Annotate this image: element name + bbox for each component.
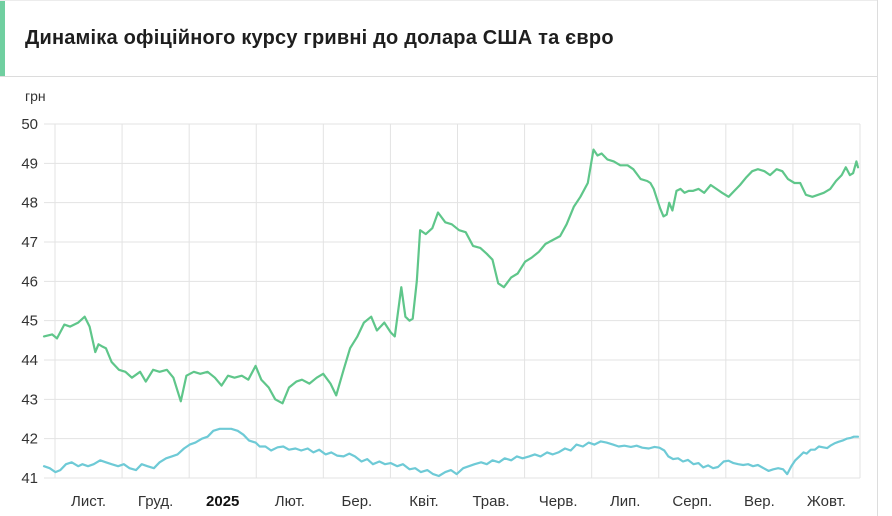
svg-text:Трав.: Трав. [472, 493, 509, 510]
svg-text:44: 44 [21, 352, 38, 369]
title-accent-bar [0, 1, 5, 76]
svg-text:48: 48 [21, 195, 38, 212]
svg-text:45: 45 [21, 313, 38, 330]
svg-text:2025: 2025 [206, 493, 239, 510]
chart-canvas[interactable]: 50 49 48 47 46 45 44 43 42 41 Лист. Груд. 2025 Лют. Бе… [0, 86, 892, 516]
svg-text:42: 42 [21, 431, 38, 448]
chart-gridlines [44, 123, 861, 479]
svg-text:Жовт.: Жовт. [807, 493, 846, 510]
svg-text:Груд.: Груд. [138, 493, 173, 510]
svg-text:Лист.: Лист. [71, 493, 106, 510]
svg-text:Лют.: Лют. [275, 493, 305, 510]
chart-title-card: Динаміка офіційного курсу гривні до дола… [0, 0, 877, 77]
svg-text:49: 49 [21, 155, 38, 172]
y-axis-unit-label: грн [25, 88, 46, 104]
page-title: Динаміка офіційного курсу гривні до дола… [25, 27, 614, 49]
exchange-rate-chart: грн 50 49 48 47 46 45 44 43 42 41 Лист. Груд. 2025 Лю… [0, 86, 892, 516]
y-tick-labels: 50 49 48 47 46 45 44 43 42 41 [21, 116, 38, 487]
svg-text:46: 46 [21, 273, 38, 290]
svg-text:Лип.: Лип. [610, 493, 641, 510]
svg-text:Серп.: Серп. [672, 493, 712, 510]
svg-text:47: 47 [21, 234, 38, 251]
svg-text:41: 41 [21, 470, 38, 487]
svg-text:Бер.: Бер. [342, 493, 373, 510]
svg-text:Квіт.: Квіт. [409, 493, 438, 510]
usd-rate-line[interactable] [42, 427, 860, 478]
svg-text:50: 50 [21, 116, 38, 133]
svg-text:43: 43 [21, 391, 38, 408]
svg-text:Вер.: Вер. [744, 493, 775, 510]
svg-text:Черв.: Черв. [539, 493, 578, 510]
euro-rate-line[interactable] [42, 148, 860, 405]
x-tick-labels: Лист. Груд. 2025 Лют. Бер. Квіт. Трав. Черв. Лип… [71, 493, 846, 510]
